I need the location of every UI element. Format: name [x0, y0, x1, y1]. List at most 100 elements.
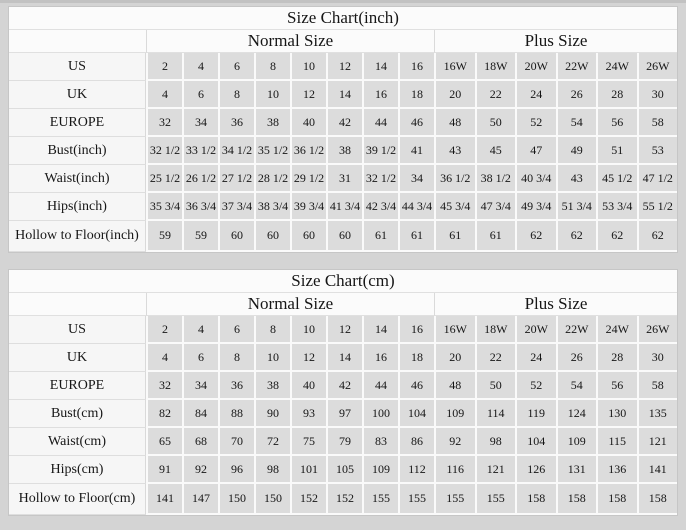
- size-value-cell: 38 1/2: [474, 165, 515, 193]
- size-value-cell: 12: [326, 316, 362, 344]
- size-value-cell: 34 1/2: [218, 137, 254, 165]
- size-value-cell: 32: [146, 372, 182, 400]
- size-value-cell: 59: [146, 221, 182, 252]
- size-value-cell: 50: [474, 109, 515, 137]
- size-value-cell: 62: [555, 221, 596, 252]
- size-value-cell: 16W: [434, 53, 475, 81]
- size-value-cell: 36 1/2: [290, 137, 326, 165]
- row-label: US: [9, 316, 146, 344]
- size-value-cell: 130: [596, 400, 637, 428]
- size-value-cell: 44 3/4: [398, 193, 434, 221]
- row-label: Waist(inch): [9, 165, 146, 193]
- size-value-cell: 60: [290, 221, 326, 252]
- size-value-cell: 155: [434, 484, 475, 515]
- size-value-cell: 96: [218, 456, 254, 484]
- size-value-cell: 155: [362, 484, 398, 515]
- table-title: Size Chart(cm): [9, 270, 677, 293]
- size-value-cell: 10: [290, 316, 326, 344]
- size-value-cell: 104: [398, 400, 434, 428]
- size-value-cell: 2: [146, 316, 182, 344]
- size-value-cell: 32 1/2: [146, 137, 182, 165]
- size-value-cell: 37 3/4: [218, 193, 254, 221]
- size-value-cell: 60: [326, 221, 362, 252]
- size-value-cell: 6: [218, 53, 254, 81]
- size-value-cell: 12: [290, 344, 326, 372]
- size-value-cell: 45 3/4: [434, 193, 475, 221]
- size-value-cell: 55 1/2: [636, 193, 677, 221]
- table-row: US 2 4 6 8 10 12 14 16 16W 18W 20W 22W 24W 26W: [9, 53, 677, 81]
- size-value-cell: 48: [434, 372, 475, 400]
- size-value-cell: 32 1/2: [362, 165, 398, 193]
- row-label: UK: [9, 344, 146, 372]
- size-value-cell: 56: [596, 372, 637, 400]
- size-value-cell: 39 1/2: [362, 137, 398, 165]
- size-value-cell: 40: [290, 109, 326, 137]
- size-value-cell: 2: [146, 53, 182, 81]
- size-value-cell: 100: [362, 400, 398, 428]
- size-value-cell: 6: [182, 81, 218, 109]
- size-rows-inch: US 2 4 6 8 10 12 14 16 16W 18W 20W 22W 24W 26W UK 4 6 8 10 1…: [9, 53, 677, 252]
- corner-cell: [9, 293, 146, 316]
- size-value-cell: 22W: [555, 316, 596, 344]
- size-rows-cm: US 2 4 6 8 10 12 14 16 16W 18W 20W 22W 24W 26W UK 4 6 8 10 1…: [9, 316, 677, 515]
- size-value-cell: 42: [326, 109, 362, 137]
- size-value-cell: 36: [218, 109, 254, 137]
- table-row: Hips(inch) 35 3/4 36 3/4 37 3/4 38 3/4 39 3/4…: [9, 193, 677, 221]
- size-value-cell: 6: [182, 344, 218, 372]
- size-value-cell: 14: [362, 53, 398, 81]
- size-value-cell: 26W: [636, 316, 677, 344]
- size-value-cell: 84: [182, 400, 218, 428]
- size-value-cell: 101: [290, 456, 326, 484]
- size-value-cell: 16W: [434, 316, 475, 344]
- size-value-cell: 28 1/2: [254, 165, 290, 193]
- size-value-cell: 50: [474, 372, 515, 400]
- size-value-cell: 51: [596, 137, 637, 165]
- size-value-cell: 105: [326, 456, 362, 484]
- size-value-cell: 112: [398, 456, 434, 484]
- size-value-cell: 10: [254, 344, 290, 372]
- size-value-cell: 49: [555, 137, 596, 165]
- size-value-cell: 92: [182, 456, 218, 484]
- size-value-cell: 14: [326, 344, 362, 372]
- size-value-cell: 40: [290, 372, 326, 400]
- size-value-cell: 54: [555, 372, 596, 400]
- size-value-cell: 20: [434, 344, 475, 372]
- size-value-cell: 31: [326, 165, 362, 193]
- size-chart-inch-table: Size Chart(inch) Normal Size Plus Size U…: [8, 6, 678, 253]
- size-value-cell: 34: [182, 372, 218, 400]
- size-value-cell: 26: [555, 344, 596, 372]
- size-value-cell: 90: [254, 400, 290, 428]
- normal-size-header: Normal Size: [146, 293, 434, 316]
- size-value-cell: 16: [362, 81, 398, 109]
- size-value-cell: 65: [146, 428, 182, 456]
- size-value-cell: 36: [218, 372, 254, 400]
- size-value-cell: 30: [636, 344, 677, 372]
- size-value-cell: 75: [290, 428, 326, 456]
- size-value-cell: 36 3/4: [182, 193, 218, 221]
- size-chart-page: Size Chart(inch) Normal Size Plus Size U…: [0, 3, 686, 516]
- row-label: Hips(inch): [9, 193, 146, 221]
- size-value-cell: 16: [398, 53, 434, 81]
- size-value-cell: 121: [474, 456, 515, 484]
- size-value-cell: 152: [290, 484, 326, 515]
- size-value-cell: 68: [182, 428, 218, 456]
- size-value-cell: 34: [182, 109, 218, 137]
- row-label: Waist(cm): [9, 428, 146, 456]
- size-value-cell: 4: [182, 316, 218, 344]
- size-value-cell: 16: [362, 344, 398, 372]
- size-value-cell: 109: [555, 428, 596, 456]
- size-value-cell: 114: [474, 400, 515, 428]
- size-value-cell: 53: [636, 137, 677, 165]
- size-value-cell: 86: [398, 428, 434, 456]
- size-value-cell: 116: [434, 456, 475, 484]
- size-value-cell: 29 1/2: [290, 165, 326, 193]
- table-row: Hollow to Floor(inch) 59 59 60 60 60 60 61 61 61 6…: [9, 221, 677, 252]
- size-value-cell: 22: [474, 344, 515, 372]
- size-value-cell: 62: [636, 221, 677, 252]
- size-value-cell: 46: [398, 372, 434, 400]
- row-label: Hollow to Floor(inch): [9, 221, 146, 252]
- size-value-cell: 30: [636, 81, 677, 109]
- size-value-cell: 28: [596, 344, 637, 372]
- size-value-cell: 136: [596, 456, 637, 484]
- size-value-cell: 124: [555, 400, 596, 428]
